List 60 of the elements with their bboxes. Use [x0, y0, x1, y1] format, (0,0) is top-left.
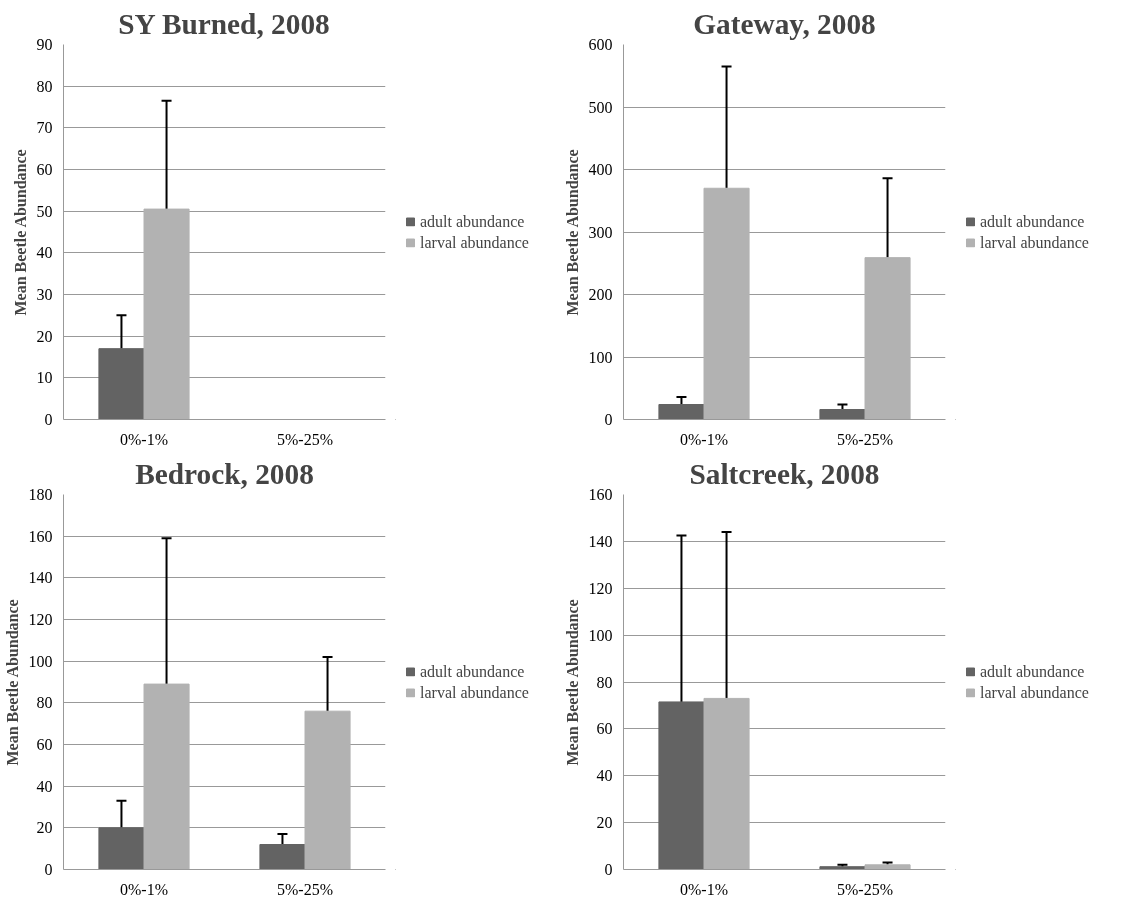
y-tick-label: 10: [36, 369, 53, 387]
legend-label: adult abundance: [980, 212, 1085, 230]
y-tick-label: 40: [36, 777, 53, 795]
x-tick-label: 5%-25%: [837, 880, 893, 898]
y-tick-label: 140: [588, 532, 613, 550]
y-tick-label: 100: [588, 348, 613, 366]
y-tick-label: 300: [588, 223, 613, 241]
legend-label: larval abundance: [420, 683, 529, 701]
y-tick-label: 200: [588, 286, 613, 303]
y-axis-title: Mean Beetle Abundance: [563, 599, 581, 766]
y-tick-label: 80: [36, 77, 53, 95]
y-tick-label: 60: [36, 161, 53, 178]
legend-label: adult abundance: [420, 212, 525, 230]
chart-title: Bedrock, 2008: [135, 457, 314, 490]
legend-label: larval abundance: [420, 233, 529, 251]
y-axis-title: Mean Beetle Abundance: [563, 149, 581, 316]
y-tick-label: 60: [596, 720, 613, 738]
x-tick-label: 0%-1%: [120, 430, 168, 448]
y-tick-label: 120: [588, 579, 613, 597]
y-tick-label: 180: [28, 486, 53, 503]
y-tick-label: 500: [588, 98, 613, 116]
y-tick-label: 70: [36, 119, 53, 137]
y-tick-label: 140: [28, 569, 53, 587]
legend-label: adult abundance: [420, 662, 525, 680]
y-tick-label: 20: [36, 327, 53, 345]
legend-label: adult abundance: [980, 662, 1085, 680]
y-tick-label: 0: [604, 861, 613, 878]
y-tick-label: 120: [28, 611, 53, 628]
y-tick-label: 160: [588, 486, 613, 503]
y-tick-label: 60: [36, 736, 53, 753]
x-tick-label: 5%-25%: [277, 880, 333, 898]
chart-title: Saltcreek, 2008: [689, 457, 880, 490]
y-tick-label: 20: [36, 819, 53, 837]
y-tick-label: 90: [36, 36, 53, 53]
legend-label: larval abundance: [980, 683, 1089, 701]
y-tick-label: 160: [28, 527, 53, 545]
y-tick-label: 600: [588, 36, 613, 53]
y-tick-label: 100: [588, 626, 613, 644]
y-tick-label: 80: [596, 673, 613, 691]
y-axis-title: Mean Beetle Abundance: [11, 149, 29, 316]
x-tick-label: 0%-1%: [680, 880, 728, 898]
x-tick-label: 0%-1%: [680, 430, 728, 448]
x-tick-label: 5%-25%: [277, 430, 333, 448]
chart-title: Gateway, 2008: [693, 7, 876, 40]
y-tick-label: 50: [36, 202, 53, 220]
x-tick-label: 5%-25%: [837, 430, 893, 448]
chart-title: SY Burned, 2008: [118, 7, 330, 40]
y-tick-label: 100: [28, 652, 53, 670]
y-tick-label: 20: [596, 814, 613, 832]
y-tick-label: 40: [36, 244, 53, 262]
y-tick-label: 400: [588, 161, 613, 178]
legend-label: larval abundance: [980, 233, 1089, 251]
y-tick-label: 0: [44, 411, 53, 428]
y-tick-label: 0: [44, 861, 53, 878]
x-tick-label: 0%-1%: [120, 880, 168, 898]
y-axis-title: Mean Beetle Abundance: [3, 599, 21, 766]
y-tick-label: 30: [36, 286, 53, 303]
y-tick-label: 0: [604, 411, 613, 428]
y-tick-label: 40: [596, 767, 613, 785]
y-tick-label: 80: [36, 694, 53, 712]
